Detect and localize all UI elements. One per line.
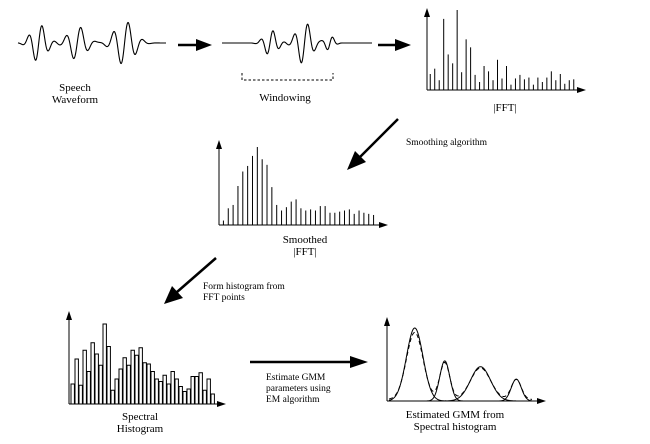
histogram-bar-1 xyxy=(74,358,79,405)
histogram-bar-21 xyxy=(154,378,159,405)
histogram-bar-24 xyxy=(166,383,171,405)
histogram-bar-17 xyxy=(138,347,143,405)
speech-waveform-label: Speech Waveform xyxy=(51,82,99,106)
histogram-bar-27 xyxy=(178,386,183,405)
estimate-gmm-label: Estimate GMM parameters using EM algorit… xyxy=(266,373,331,405)
histogram-bar-7 xyxy=(98,364,103,405)
histogram-bar-4 xyxy=(86,371,91,405)
window-bracket xyxy=(241,73,334,81)
histogram-bar-14 xyxy=(126,364,131,405)
histogram-bar-22 xyxy=(158,381,163,405)
histogram-bar-23 xyxy=(162,374,167,405)
spectral-histogram-label: Spectral Histogram xyxy=(116,411,164,435)
histogram-bar-13 xyxy=(122,357,127,405)
smoothing-algorithm-label: Smoothing algorithm xyxy=(406,138,488,148)
histogram-bar-11 xyxy=(114,378,119,405)
histogram-bar-30 xyxy=(190,376,195,405)
fft-label: |FFT| xyxy=(493,102,517,114)
histogram-bar-2 xyxy=(78,384,83,405)
histogram-bar-3 xyxy=(82,349,87,405)
histogram-bar-12 xyxy=(118,368,123,405)
histogram-bar-34 xyxy=(206,378,211,405)
smoothed-fft-plot xyxy=(216,140,388,228)
histogram-bar-33 xyxy=(202,389,207,405)
histogram-bar-20 xyxy=(150,371,155,405)
smoothed-fft-label: Smoothed |FFT| xyxy=(282,234,328,258)
histogram-bar-19 xyxy=(146,363,151,405)
histogram-bar-15 xyxy=(130,349,135,405)
histogram-bar-29 xyxy=(186,388,191,405)
spectral-histogram-plot xyxy=(66,311,226,407)
gmm-mixture-envelope xyxy=(388,331,533,400)
histogram-bar-35 xyxy=(210,393,215,405)
arrow-windowing-to-fft xyxy=(378,39,411,51)
gmm-plot xyxy=(384,317,546,404)
arrow-estimate-gmm xyxy=(250,356,368,368)
gmm-component-2 xyxy=(389,366,532,402)
fft-plot xyxy=(424,8,586,93)
estimated-gmm-label: Estimated GMM from Spectral histogram xyxy=(405,409,505,433)
histogram-bar-8 xyxy=(102,323,107,405)
windowing-label: Windowing xyxy=(259,92,311,104)
arrow-form-histogram xyxy=(164,257,217,304)
histogram-bar-25 xyxy=(170,371,175,405)
windowed-waveform xyxy=(222,23,372,64)
gmm-component-1 xyxy=(389,360,532,402)
histogram-bar-31 xyxy=(194,376,199,405)
histogram-bar-5 xyxy=(90,342,95,405)
arrow-speech-to-windowing xyxy=(178,39,212,51)
histogram-bar-16 xyxy=(134,354,139,405)
histogram-bar-26 xyxy=(174,378,179,405)
form-histogram-label: Form histogram from FFT points xyxy=(203,282,285,303)
histogram-bar-6 xyxy=(94,353,99,405)
histogram-bar-32 xyxy=(198,372,203,405)
histogram-bar-9 xyxy=(106,346,111,405)
histogram-bar-0 xyxy=(70,383,75,405)
gmm-component-3 xyxy=(389,378,533,402)
histogram-bar-10 xyxy=(110,389,115,405)
histogram-bar-18 xyxy=(142,362,147,405)
speech-waveform xyxy=(17,21,166,65)
histogram-bar-28 xyxy=(182,391,187,405)
arrow-smoothing xyxy=(347,118,399,170)
